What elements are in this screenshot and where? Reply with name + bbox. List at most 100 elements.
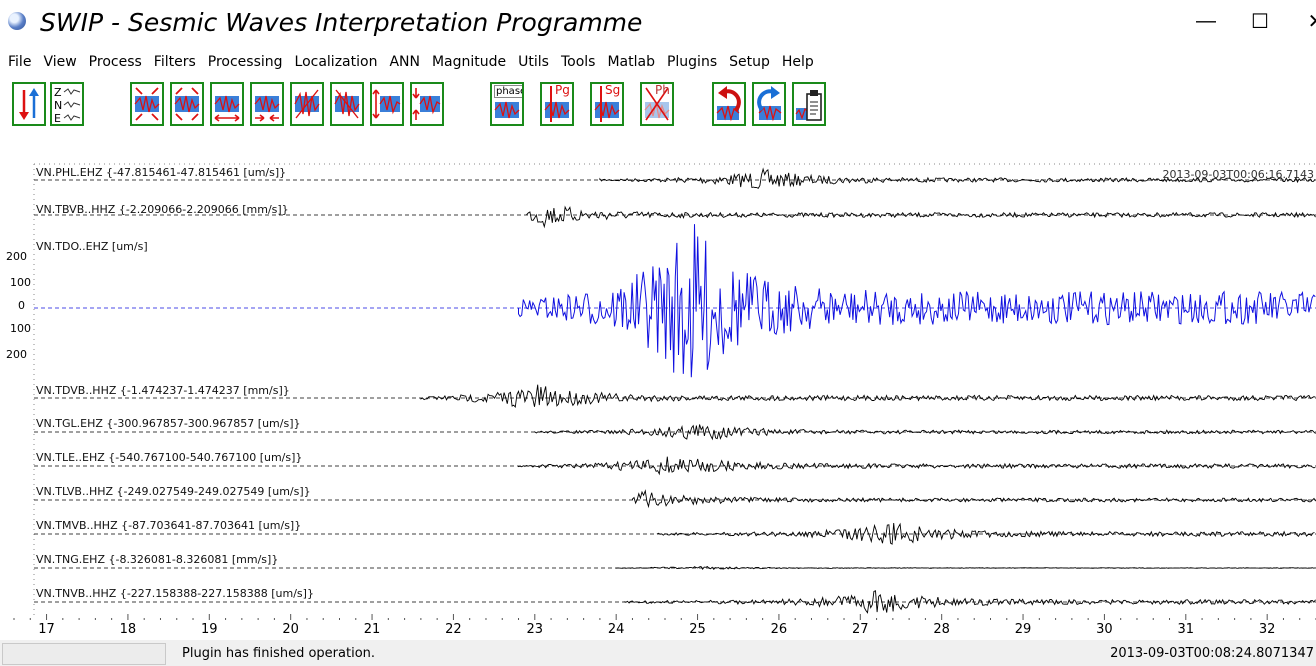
- components-zne-button[interactable]: Z N E: [50, 82, 84, 126]
- time-expand-button[interactable]: [210, 82, 244, 126]
- zoom-out-icon: [174, 87, 200, 121]
- trace-label: VN.TLE..EHZ {-540.767100-540.767100 [um/…: [36, 451, 303, 464]
- pg-pick-button[interactable]: Pg: [540, 82, 574, 126]
- waveform-0: [599, 167, 1316, 189]
- app-globe-icon: [8, 12, 26, 30]
- zoom-in-button[interactable]: [130, 82, 164, 126]
- svg-text:Z: Z: [54, 86, 62, 99]
- yaxis-label: 0: [18, 299, 25, 312]
- menu-bar: File View Process Filters Processing Loc…: [0, 50, 1316, 74]
- waveform-9: [623, 590, 1316, 614]
- x-tick-label: 20: [282, 622, 299, 637]
- amplitude-down-button[interactable]: [330, 82, 364, 126]
- ph-badge: Ph: [655, 83, 670, 97]
- x-tick-label: 21: [363, 622, 381, 637]
- components-zne-icon: Z N E: [54, 86, 81, 124]
- svg-text:N: N: [54, 99, 62, 112]
- x-tick-label: 19: [201, 622, 218, 637]
- waveform-5: [518, 456, 1316, 476]
- menu-tools[interactable]: Tools: [560, 54, 596, 70]
- trace-label: VN.TNG.EHZ {-8.326081-8.326081 [mm/s]}: [36, 553, 279, 566]
- time-compress-icon: [254, 95, 280, 122]
- yaxis-label: 100: [10, 276, 31, 289]
- x-tick-label: 32: [1258, 622, 1276, 637]
- menu-filters[interactable]: Filters: [153, 54, 196, 70]
- status-panel: [2, 643, 166, 665]
- sort-traces-icon: [19, 88, 39, 120]
- menu-setup[interactable]: Setup: [729, 54, 770, 70]
- yaxis-label: 200: [6, 250, 27, 263]
- time-compress-button[interactable]: [250, 82, 284, 126]
- seismogram-plot[interactable]: [0, 160, 1316, 638]
- x-tick-label: 31: [1177, 622, 1195, 637]
- close-button[interactable]: ✕: [1307, 10, 1316, 33]
- maximize-button[interactable]: ☐: [1251, 10, 1269, 33]
- x-tick-label: 18: [119, 622, 137, 637]
- undo-icon: [716, 86, 741, 122]
- pg-badge: Pg: [555, 83, 570, 97]
- waveform-6: [631, 489, 1316, 509]
- amplitude-up-icon: [294, 89, 320, 119]
- phase-badge: phase: [494, 85, 522, 98]
- delete-ph-button[interactable]: Ph: [640, 82, 674, 126]
- pg-pick-icon: [544, 86, 570, 122]
- x-tick-label: 24: [607, 622, 625, 637]
- x-tick-label: 23: [526, 622, 544, 637]
- menu-plugins[interactable]: Plugins: [666, 54, 718, 70]
- menu-file[interactable]: File: [8, 54, 32, 70]
- timestamp-end: 2013-09-03T00:08:24.8071347: [1110, 646, 1314, 661]
- x-tick-label: 30: [1096, 622, 1113, 637]
- menu-view[interactable]: View: [43, 54, 77, 70]
- trace-label: VN.TDO..EHZ [um/s]: [36, 240, 148, 253]
- x-tick-label: 17: [38, 622, 55, 637]
- menu-process[interactable]: Process: [88, 54, 142, 70]
- amplitude-up-button[interactable]: [290, 82, 324, 126]
- waveform-1: [526, 205, 1316, 229]
- x-tick-label: 29: [1014, 622, 1032, 637]
- trace-label: VN.TLVB..HHZ {-249.027549-249.027549 [um…: [36, 485, 311, 498]
- amplitude-down-icon: [334, 89, 360, 119]
- clipboard-button[interactable]: [792, 82, 826, 126]
- sort-traces-button[interactable]: [12, 82, 46, 126]
- waveform-2: [518, 224, 1316, 378]
- svg-text:E: E: [54, 112, 61, 124]
- zoom-in-icon: [134, 87, 160, 121]
- sg-pick-button[interactable]: Sg: [590, 82, 624, 126]
- time-expand-icon: [214, 95, 240, 122]
- undo-button[interactable]: [712, 82, 746, 126]
- x-tick-label: 22: [445, 622, 462, 637]
- redo-icon: [757, 86, 782, 122]
- x-tick-label: 28: [933, 622, 950, 637]
- zoom-out-button[interactable]: [170, 82, 204, 126]
- menu-processing[interactable]: Processing: [207, 54, 283, 70]
- waveform-3: [420, 384, 1316, 409]
- menu-localization[interactable]: Localization: [294, 54, 378, 70]
- sg-pick-icon: [594, 86, 620, 122]
- waveform-8: [615, 565, 1316, 571]
- sg-badge: Sg: [605, 83, 621, 97]
- waveform-7: [656, 522, 1315, 545]
- phase-button[interactable]: phase: [490, 82, 524, 126]
- x-tick-label: 26: [770, 622, 788, 637]
- status-bar: Plugin has finished operation. 2013-09-0…: [0, 640, 1316, 666]
- menu-ann[interactable]: ANN: [389, 54, 420, 70]
- menu-magnitude[interactable]: Magnitude: [431, 54, 507, 70]
- amplitude-increase-button[interactable]: [370, 82, 404, 126]
- amplitude-increase-icon: [372, 89, 401, 119]
- trace-label: VN.TBVB..HHZ {-2.209066-2.209066 [mm/s]}: [36, 203, 289, 216]
- menu-utils[interactable]: Utils: [518, 54, 549, 70]
- waveform-4: [534, 424, 1316, 441]
- trace-label: VN.TNVB..HHZ {-227.158388-227.158388 [um…: [36, 587, 314, 600]
- timestamp-start: 2013-09-03T00:06:16.7143: [1162, 168, 1314, 181]
- delete-ph-icon: [644, 87, 670, 121]
- menu-matlab[interactable]: Matlab: [607, 54, 655, 70]
- menu-help[interactable]: Help: [781, 54, 814, 70]
- trace-label: VN.TMVB..HHZ {-87.703641-87.703641 [um/s…: [36, 519, 302, 532]
- minimize-button[interactable]: —: [1196, 9, 1216, 32]
- amplitude-decrease-button[interactable]: [410, 82, 444, 126]
- toolbar: Z N E: [0, 82, 1316, 130]
- trace-label: VN.PHL.EHZ {-47.815461-47.815461 [um/s]}: [36, 166, 287, 179]
- window-title: SWIP - Sesmic Waves Interpretation Progr…: [40, 8, 643, 37]
- title-bar: SWIP - Sesmic Waves Interpretation Progr…: [0, 0, 1316, 46]
- redo-button[interactable]: [752, 82, 786, 126]
